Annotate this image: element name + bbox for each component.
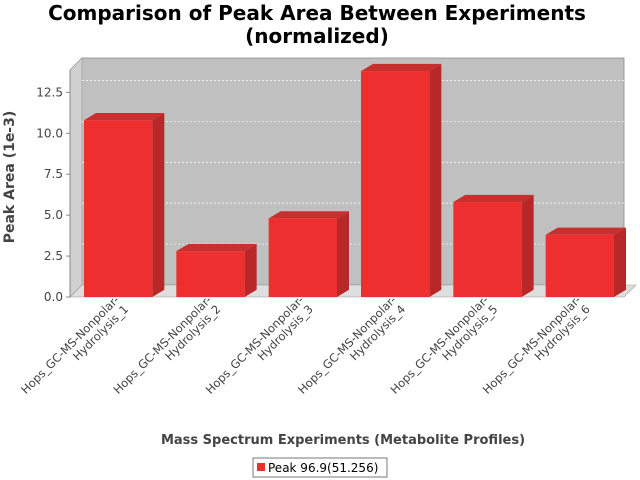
- bar-front: [176, 251, 245, 297]
- bar: [361, 63, 442, 298]
- y-axis-label: Peak Area (1e-3): [2, 111, 18, 244]
- x-axis: Hops_GC-MS-Nonpolar-Hydrolysis_1Hops_GC-…: [18, 293, 593, 397]
- bar: [176, 243, 257, 297]
- y-tick-label: 10.0: [36, 126, 63, 140]
- bar-front: [545, 234, 614, 297]
- bar-top: [268, 211, 349, 219]
- legend-swatch: [257, 463, 265, 471]
- bar-top: [176, 243, 257, 252]
- bar-front: [361, 71, 430, 298]
- legend-label: Peak 96.9(51.256): [268, 461, 378, 475]
- bar: [453, 194, 534, 297]
- y-tick-label: 12.5: [36, 85, 63, 99]
- bar: [268, 211, 349, 297]
- bar-front: [84, 120, 153, 298]
- bar-front: [453, 202, 522, 297]
- legend: Peak 96.9(51.256): [252, 457, 388, 478]
- x-tick-label-line: Hops_GC-MS-Nonpolar-: [18, 293, 122, 397]
- plot-left-wall: [69, 57, 83, 298]
- chart-title-line-2: (normalized): [245, 24, 389, 48]
- y-tick-label: 5.0: [44, 208, 63, 222]
- bar-side: [429, 63, 442, 297]
- bar-side: [336, 211, 349, 297]
- bar-side: [244, 243, 257, 297]
- legend-box: [252, 457, 388, 478]
- bar-front: [268, 218, 337, 297]
- bar: [84, 113, 165, 298]
- bar-top: [545, 227, 626, 235]
- y-tick-label: 7.5: [44, 167, 63, 181]
- bar: [545, 227, 626, 297]
- y-tick-label: 0.0: [44, 290, 63, 304]
- bar-top: [453, 194, 534, 203]
- bar-top: [361, 63, 442, 72]
- bars: [84, 63, 626, 298]
- bar-side: [152, 113, 165, 297]
- bar-top: [84, 113, 165, 121]
- bar-side: [521, 194, 534, 297]
- x-axis-label: Mass Spectrum Experiments (Metabolite Pr…: [161, 433, 525, 448]
- chart-title-line-1: Comparison of Peak Area Between Experime…: [48, 1, 586, 25]
- y-tick-label: 2.5: [44, 249, 63, 263]
- y-axis: 0.0 2.5 5.0 7.5 10.0 12.5: [36, 70, 71, 304]
- bar-side: [613, 227, 626, 297]
